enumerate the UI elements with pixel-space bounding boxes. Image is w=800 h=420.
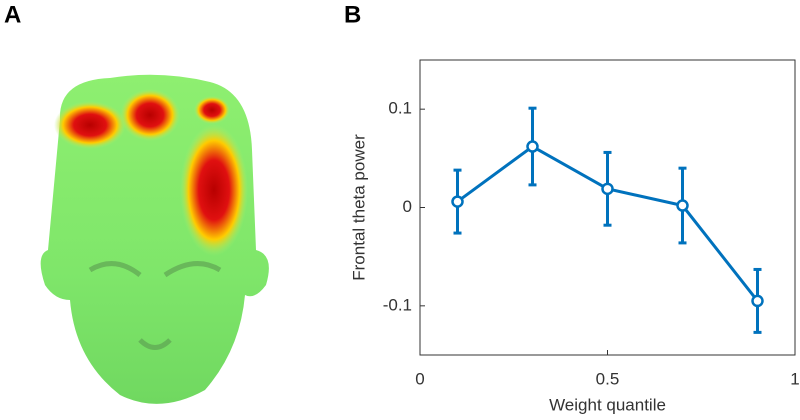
- hot-spot: [120, 89, 180, 141]
- y-tick-label: 0.1: [388, 99, 412, 118]
- hot-spot: [54, 101, 126, 149]
- panel-label: B: [344, 1, 361, 28]
- y-tick-label: 0: [403, 197, 412, 216]
- marker: [601, 182, 614, 196]
- x-axis-label: Weight quantile: [549, 395, 666, 414]
- marker: [676, 199, 689, 212]
- marker: [451, 195, 464, 208]
- panel-label: A: [4, 1, 21, 28]
- x-tick-label: 0.5: [596, 369, 620, 388]
- x-tick-label: 0: [415, 369, 424, 388]
- head-image: [40, 74, 269, 404]
- x-tick-label: 1: [790, 369, 799, 388]
- y-axis-label: Frontal theta power: [349, 134, 368, 281]
- hot-spot: [194, 96, 230, 124]
- hot-spot: [180, 124, 248, 256]
- marker: [751, 294, 764, 308]
- face-shading: [88, 261, 222, 350]
- marker: [526, 140, 539, 153]
- y-tick-label: -0.1: [383, 295, 412, 314]
